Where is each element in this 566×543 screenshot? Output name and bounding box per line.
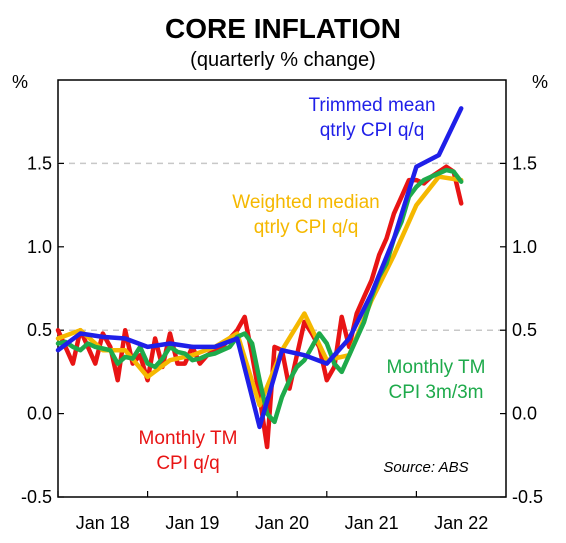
y-tick-label-left: 0.5 <box>27 320 52 340</box>
y-tick-label-left: -0.5 <box>21 487 52 507</box>
x-tick-label: Jan 19 <box>165 513 219 533</box>
annotation-weighted-median-line1: Weighted median <box>232 192 380 213</box>
annotation-trimmed-mean: Trimmed mean qtrly CPI q/q <box>308 95 435 141</box>
y-axis-unit-right: % <box>532 72 548 92</box>
annotation-monthly-tm-qq-line1: Monthly TM <box>139 428 238 449</box>
y-tick-label-right: 1.5 <box>512 153 537 173</box>
x-tick-label: Jan 22 <box>434 513 488 533</box>
x-tick-label: Jan 20 <box>255 513 309 533</box>
annotation-monthly-tm-3m-line1: Monthly TM <box>387 357 486 378</box>
annotation-monthly-tm-qq: Monthly TM CPI q/q <box>139 428 238 474</box>
y-tick-label-right: 0.0 <box>512 404 537 424</box>
y-tick-label-left: 0.0 <box>27 404 52 424</box>
series-line-0 <box>55 106 464 430</box>
annotation-monthly-tm-3m: Monthly TM CPI 3m/3m <box>387 357 486 403</box>
annotation-weighted-median-line2: qtrly CPI q/q <box>254 217 359 238</box>
annotation-monthly-tm-qq-line2: CPI q/q <box>156 453 219 474</box>
y-axis-unit-left: % <box>12 72 28 92</box>
chart-subtitle: (quarterly % change) <box>190 49 376 71</box>
series-lines <box>55 106 464 450</box>
annotation-weighted-median: Weighted median qtrly CPI q/q <box>232 192 380 238</box>
y-axis-ticks: -0.5 -0.5 0.0 0.0 0.5 0.5 1.0 1.0 1.5 1.5 <box>21 153 543 507</box>
series-line-2 <box>55 164 464 450</box>
annotation-trimmed-mean-line2: qtrly CPI q/q <box>320 120 425 141</box>
y-tick-label-right: 0.5 <box>512 320 537 340</box>
annotation-monthly-tm-3m-line2: CPI 3m/3m <box>388 382 483 403</box>
y-tick-label-right: 1.0 <box>512 237 537 257</box>
source-note: Source: ABS <box>383 459 468 476</box>
series-line-1 <box>55 174 464 408</box>
y-tick-label-left: 1.5 <box>27 153 52 173</box>
gridlines <box>58 162 506 331</box>
annotation-trimmed-mean-line1: Trimmed mean <box>308 95 435 116</box>
y-tick-label-right: -0.5 <box>512 487 543 507</box>
chart-title: CORE INFLATION <box>165 13 401 44</box>
plot-frame <box>57 79 507 498</box>
x-tick-label: Jan 18 <box>76 513 130 533</box>
y-tick-label-left: 1.0 <box>27 237 52 257</box>
x-axis-ticks: Jan 18 Jan 19 Jan 20 Jan 21 Jan 22 <box>57 491 488 533</box>
x-tick-label: Jan 21 <box>345 513 399 533</box>
